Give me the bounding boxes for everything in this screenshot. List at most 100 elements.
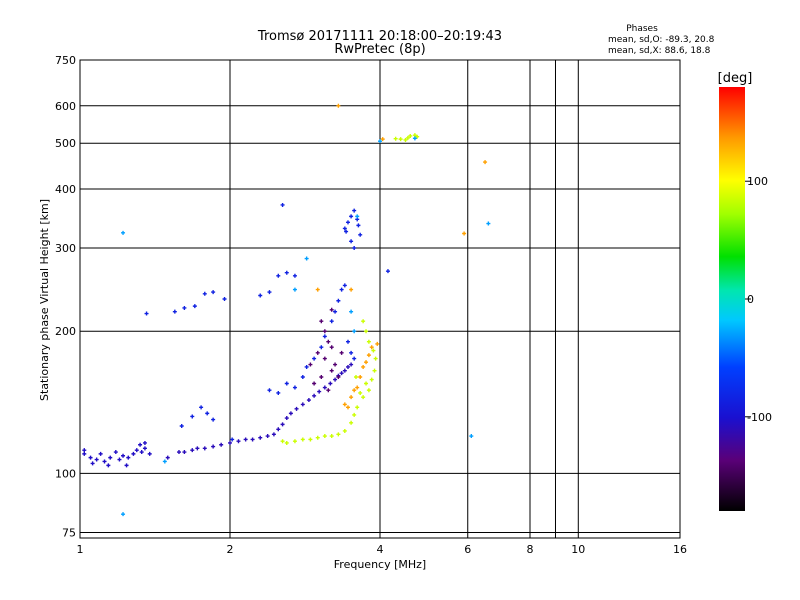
data-point [342,402,347,407]
data-point [190,414,195,419]
data-point [317,389,322,394]
data-point [403,137,408,142]
data-point [292,385,297,390]
data-point [319,319,324,324]
data-point [182,450,187,455]
y-tick-label: 750 [55,54,76,67]
y-tick-label: 75 [62,526,76,539]
data-point [322,385,327,390]
data-point [82,451,87,456]
data-point [280,439,285,444]
data-point [276,427,281,432]
data-point [405,135,410,140]
data-point [355,385,360,390]
data-point [361,395,366,400]
data-point [300,402,305,407]
y-tick-label: 500 [55,137,76,150]
data-point [349,309,354,314]
data-point [349,362,354,367]
data-point [398,137,403,142]
data-point [211,290,216,295]
data-point [412,136,417,141]
data-point [102,459,107,464]
data-point [344,229,349,234]
data-point [126,455,131,460]
data-point [176,450,181,455]
data-point [292,439,297,444]
data-point [345,364,350,369]
data-point [361,319,366,324]
data-point [312,393,317,398]
data-point [333,377,338,382]
data-point [82,448,87,453]
data-point [230,437,235,442]
data-point [339,287,344,292]
data-point [284,440,289,445]
y-tick-label: 200 [55,325,76,338]
data-point [358,390,363,395]
data-point [339,371,344,376]
data-point [349,350,354,355]
data-point [250,437,255,442]
data-point [322,356,327,361]
data-point [308,437,313,442]
grid-lines [79,59,681,538]
data-point [300,437,305,442]
data-point [131,451,136,456]
data-point [319,345,324,350]
data-point [179,424,184,429]
data-point [294,406,299,411]
data-point [265,434,270,439]
x-tick-label: 2 [227,543,234,556]
data-point [486,221,491,226]
data-point [267,388,272,393]
data-point [483,160,488,165]
data-point [319,374,324,379]
data-point [219,442,224,447]
data-point [284,381,289,386]
data-point [342,226,347,231]
data-point [361,364,366,369]
data-point [352,246,357,251]
phases-o-mean: mean, sd,O: -89.3, 20.8 [608,35,715,45]
y-tick-label: 100 [55,467,76,480]
data-point [333,362,338,367]
data-point [276,273,281,278]
data-point [258,435,263,440]
x-tick-label: 4 [377,543,384,556]
chart-title: Tromsø 20171111 20:18:00–20:19:43 [257,29,502,44]
data-point [271,432,276,437]
y-tick-label: 400 [55,183,76,196]
data-point [124,463,129,468]
data-point [276,390,281,395]
data-point [364,360,369,365]
data-point [142,446,147,451]
data-point [355,405,360,410]
data-point [366,388,371,393]
x-tick-label: 6 [464,543,471,556]
data-point [462,231,467,236]
data-point [373,356,378,361]
data-point [329,307,334,312]
data-point [280,422,285,427]
data-point [312,381,317,386]
data-point [366,353,371,358]
data-point [228,440,232,445]
data-point [342,428,347,433]
data-point [165,455,170,460]
data-point [371,348,376,353]
data-point [322,329,327,334]
data-point [121,230,126,235]
data-point [349,420,354,425]
data-point [326,388,331,393]
colorbar-label: [deg] [718,71,753,86]
data-point [358,374,363,379]
data-point [98,451,103,456]
colorbar-tick-label: 0 [747,293,754,306]
data-point [106,463,111,468]
data-point [134,448,139,453]
data-point [336,103,341,108]
data-point [211,444,216,449]
data-point [339,350,344,355]
